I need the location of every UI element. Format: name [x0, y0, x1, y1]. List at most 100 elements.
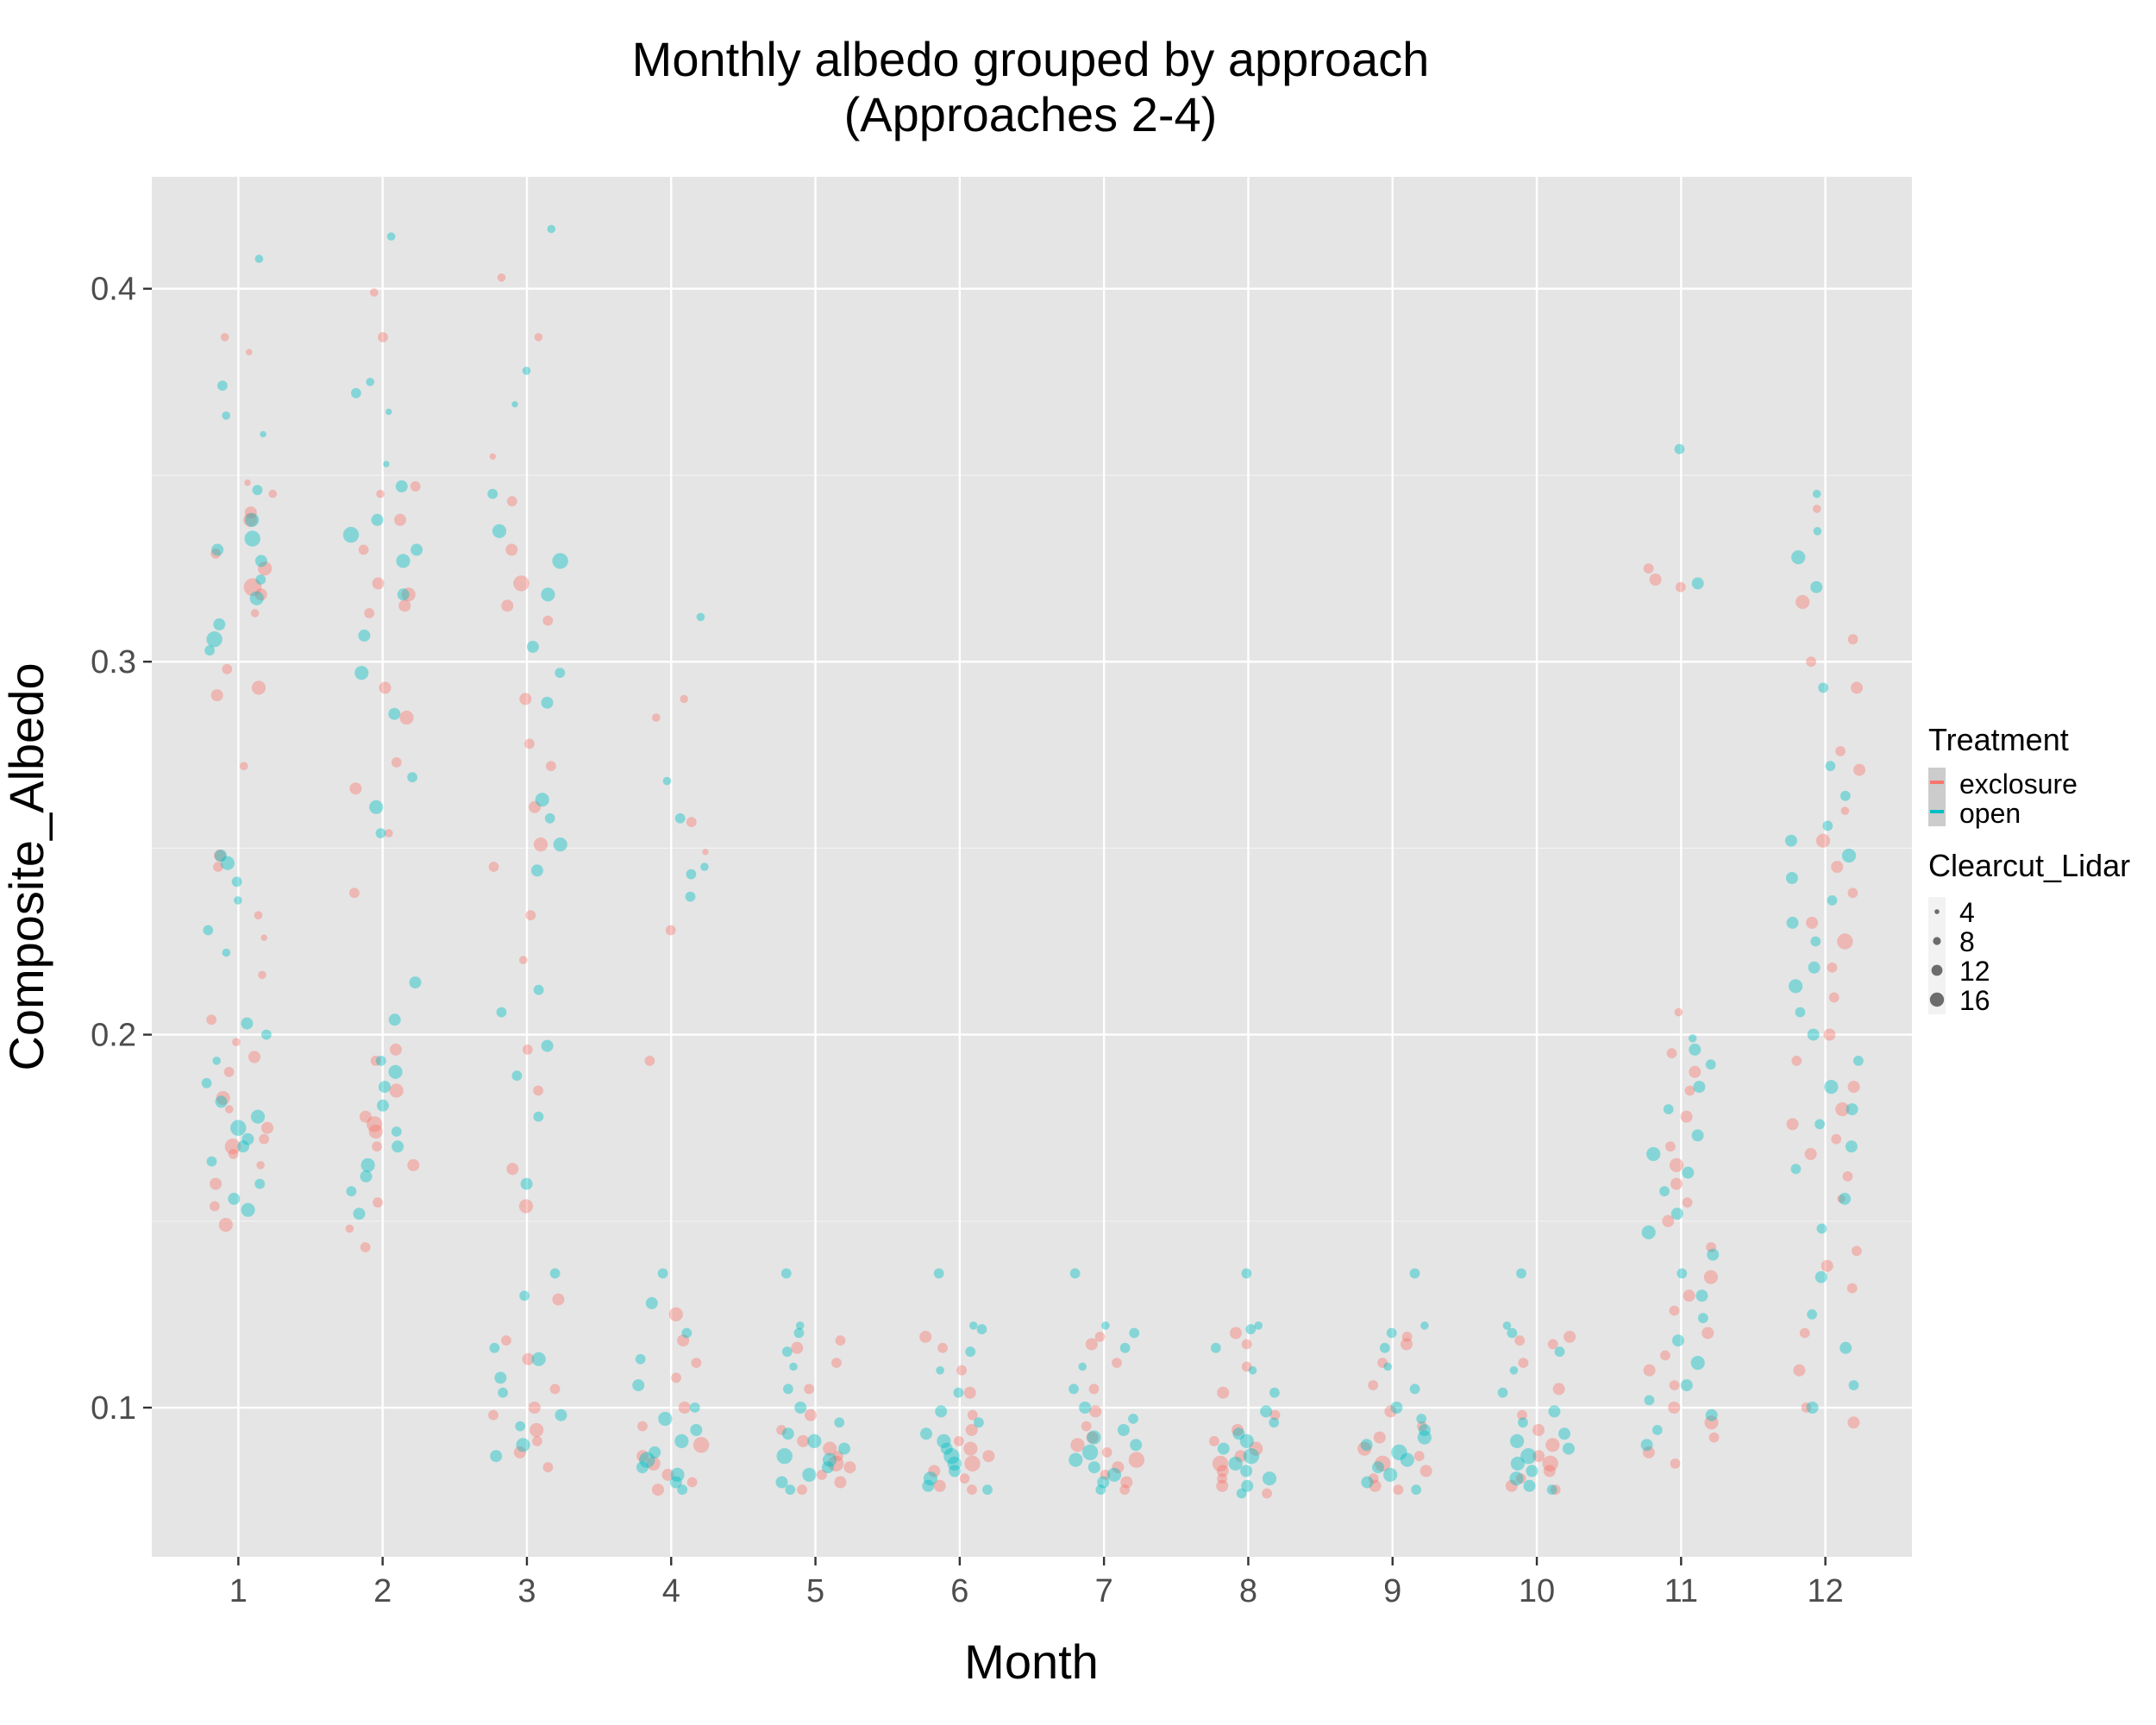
data-point-open: [1241, 1479, 1254, 1492]
data-point-open: [1509, 1366, 1519, 1375]
data-point-exclosure: [379, 681, 392, 694]
data-point-exclosure: [1846, 1283, 1858, 1294]
data-point-open: [785, 1484, 796, 1496]
data-point-open: [1228, 1456, 1243, 1471]
data-point-open: [781, 1346, 793, 1358]
data-point-exclosure: [693, 1437, 710, 1453]
data-point-open: [1509, 1471, 1524, 1486]
data-point-exclosure: [677, 1334, 690, 1347]
data-point-open: [686, 869, 697, 880]
data-point-exclosure: [1847, 888, 1858, 899]
data-point-open: [1520, 1448, 1537, 1465]
data-point-exclosure: [933, 1479, 946, 1492]
data-point-exclosure: [513, 575, 530, 592]
data-point-exclosure: [1241, 1361, 1252, 1372]
data-point-open: [674, 812, 686, 824]
data-point-exclosure: [368, 1124, 383, 1139]
legend-size-swatch: [1931, 964, 1943, 976]
data-point-exclosure: [1706, 1242, 1716, 1252]
data-point-exclosure: [218, 1218, 233, 1233]
data-point-exclosure: [678, 1402, 691, 1414]
data-point-exclosure: [542, 1462, 554, 1473]
data-point-exclosure: [1842, 1171, 1853, 1182]
data-point-open: [775, 1476, 788, 1489]
data-point-open: [211, 543, 224, 556]
data-point-open: [1097, 1476, 1110, 1489]
data-point-exclosure: [1840, 806, 1850, 815]
data-point-exclosure: [497, 273, 506, 282]
data-point-open: [230, 1120, 247, 1136]
data-point-exclosure: [220, 333, 229, 342]
data-point-open: [936, 1366, 944, 1375]
y-tick-label: 0.4: [91, 272, 136, 308]
data-point-exclosure: [644, 1056, 655, 1066]
data-point-exclosure: [1683, 1289, 1695, 1302]
data-point-exclosure: [1212, 1455, 1229, 1472]
data-point-open: [522, 367, 531, 375]
data-points: [201, 224, 1865, 1499]
data-point-exclosure: [1514, 1335, 1526, 1346]
data-point-open: [234, 896, 242, 905]
data-point-exclosure: [1837, 1195, 1846, 1203]
data-point-open: [1554, 1346, 1565, 1358]
data-point-exclosure: [1831, 861, 1844, 873]
data-point-exclosure: [394, 513, 406, 526]
data-point-exclosure: [546, 761, 556, 772]
data-point-open: [802, 1467, 817, 1482]
data-point-exclosure: [652, 1484, 664, 1496]
data-point-exclosure: [1662, 1214, 1675, 1227]
data-point-exclosure: [637, 1421, 648, 1432]
data-point-exclosure: [505, 543, 518, 556]
data-point-open: [222, 948, 231, 957]
data-point-open: [783, 1383, 793, 1395]
data-point-exclosure: [1702, 1327, 1714, 1339]
data-point-exclosure: [959, 1473, 970, 1484]
data-point-exclosure: [1847, 1081, 1860, 1094]
data-point-open: [490, 1450, 503, 1463]
data-point-exclosure: [1649, 574, 1662, 586]
data-point-open: [1682, 1166, 1695, 1179]
data-point-exclosure: [489, 453, 496, 460]
data-point-exclosure: [1368, 1473, 1379, 1484]
data-point-open: [1262, 1471, 1277, 1486]
data-point-exclosure: [1547, 1339, 1558, 1350]
data-point-open: [1510, 1433, 1525, 1448]
data-point-open: [1691, 1129, 1704, 1142]
data-point-exclosure: [1369, 1479, 1382, 1492]
data-point-open: [793, 1327, 805, 1339]
data-point-exclosure: [1377, 1358, 1388, 1368]
data-point-open: [794, 1402, 807, 1414]
data-point-exclosure: [528, 1402, 541, 1414]
data-point-exclosure: [370, 288, 379, 297]
data-point-open: [206, 1156, 217, 1167]
data-point-exclosure: [1543, 1465, 1556, 1477]
data-point-exclosure: [552, 1293, 565, 1306]
data-point-exclosure: [376, 489, 385, 499]
data-point-open: [1241, 1268, 1252, 1279]
data-point-exclosure: [1837, 933, 1853, 950]
data-point-open: [1372, 1461, 1384, 1474]
data-point-exclosure: [1660, 1350, 1670, 1361]
legend-size-label: 8: [1959, 926, 1975, 957]
data-point-open: [492, 524, 507, 538]
data-point-exclosure: [1799, 1327, 1810, 1339]
data-point-open: [498, 1387, 508, 1398]
data-point-open: [1095, 1484, 1106, 1496]
data-point-exclosure: [843, 1461, 856, 1474]
data-point-open: [204, 645, 216, 656]
data-point-open: [533, 984, 544, 995]
data-point-open: [241, 1132, 254, 1145]
data-point-open: [1510, 1456, 1525, 1471]
data-point-open: [1789, 979, 1803, 994]
data-point-exclosure: [1675, 581, 1686, 593]
data-point-open: [685, 891, 696, 902]
legend-color-title: Treatment: [1928, 722, 2069, 757]
data-point-exclosure: [240, 762, 248, 770]
data-point-exclosure: [533, 837, 548, 852]
data-point-exclosure: [524, 738, 535, 750]
data-point-open: [379, 1081, 391, 1094]
data-point-open: [1641, 1225, 1656, 1239]
data-point-exclosure: [1791, 1056, 1802, 1066]
